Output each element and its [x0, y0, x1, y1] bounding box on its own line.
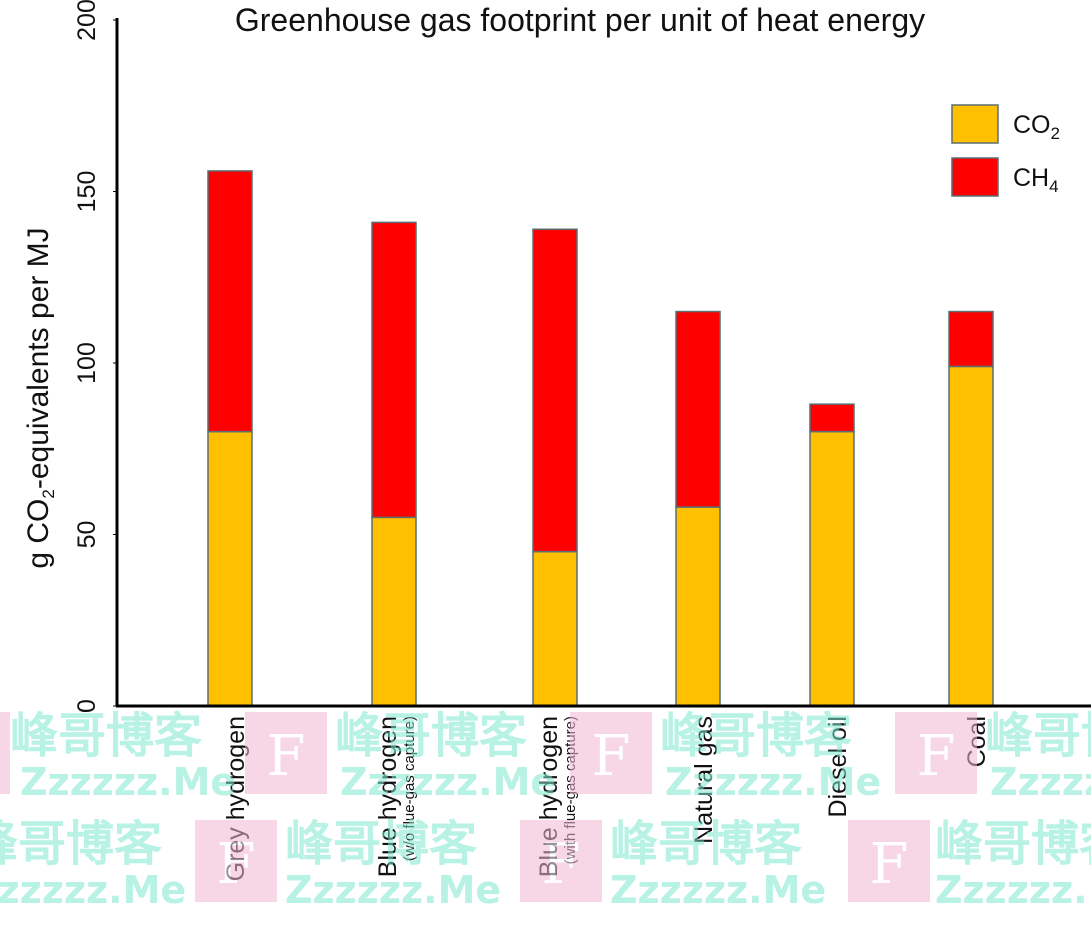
- watermark-block: [0, 712, 10, 794]
- watermark-cn: 峰哥博客: [0, 816, 162, 872]
- y-tick-label: 100: [73, 342, 101, 384]
- watermark-letter: F: [267, 724, 306, 789]
- bar-co2-0: [207, 430, 253, 707]
- y-axis-ticks: 0 50 100 150 200: [73, 0, 117, 713]
- watermark-en: Zzzzzz.Me: [0, 868, 186, 912]
- watermark-cn: 峰哥博客: [285, 816, 477, 872]
- y-tick-label: 150: [73, 171, 101, 213]
- x-tick-sublabel: (w/o flue-gas capture): [401, 716, 418, 861]
- watermark-en: Zzzzzz.Me: [990, 760, 1091, 804]
- watermark-block: [848, 820, 930, 902]
- watermark-block: [245, 712, 327, 794]
- watermark-letter: F: [917, 724, 956, 789]
- legend-swatch-ch4: [951, 157, 999, 197]
- watermark-block: [520, 820, 602, 902]
- watermark-en: Zzzzzz.Me: [935, 868, 1091, 912]
- watermark-cn: 峰哥博客: [610, 816, 802, 872]
- x-tick-label: Diesel oil: [824, 716, 852, 817]
- bar-ch4-2: [532, 228, 578, 553]
- legend-label-co2: CO2: [1013, 111, 1060, 143]
- bar-ch4-5: [948, 310, 994, 368]
- watermark-letter: F: [592, 724, 631, 789]
- watermark-block: [570, 712, 652, 794]
- x-tick-label: Natural gas: [690, 716, 718, 844]
- y-tick-label: 0: [73, 699, 101, 713]
- bar-ch4-3: [675, 310, 721, 508]
- chart-title: Greenhouse gas footprint per unit of hea…: [235, 2, 925, 38]
- watermark-en: Zzzzzz.Me: [665, 760, 881, 804]
- y-axis-label-suffix: -equivalents per MJ: [22, 227, 55, 489]
- watermark-cn: 峰哥博客: [10, 708, 202, 764]
- watermark-en: Zzzzzz.Me: [20, 760, 236, 804]
- watermark-cn: 峰哥博客: [985, 708, 1091, 764]
- y-tick-label: 200: [73, 0, 101, 41]
- watermark: F F F F F F 峰哥博客 峰哥博客 峰哥博客 峰哥博客 峰哥博客 峰哥博…: [0, 708, 1091, 912]
- watermark-letter: F: [542, 832, 581, 897]
- legend: CO2 CH4: [951, 104, 1060, 197]
- bar-co2-4: [809, 430, 855, 707]
- watermark-letter: F: [217, 832, 256, 897]
- x-tick-label: Blue hydrogen: [374, 716, 402, 877]
- watermark-block: [895, 712, 977, 794]
- bar-co2-5: [948, 365, 994, 707]
- watermark-en: Zzzzzz.Me: [285, 868, 501, 912]
- bar-ch4-1: [371, 221, 417, 519]
- watermark-block: [195, 820, 277, 902]
- bars: [207, 170, 994, 707]
- bar-co2-2: [532, 550, 578, 707]
- watermark-en: Zzzzzz.Me: [340, 760, 556, 804]
- watermark-en: Zzzzzz.Me: [610, 868, 826, 912]
- watermark-cn: 峰哥博客: [335, 708, 527, 764]
- bar-ch4-0: [207, 170, 253, 433]
- y-tick-label: 50: [73, 521, 101, 549]
- watermark-cn: 峰哥博客: [660, 708, 852, 764]
- y-axis-label-prefix: g CO: [22, 499, 55, 569]
- bar-co2-3: [675, 506, 721, 707]
- legend-swatch-co2: [951, 104, 999, 144]
- watermark-cn: 峰哥博客: [935, 816, 1091, 872]
- legend-label-ch4: CH4: [1013, 164, 1059, 196]
- bar-co2-1: [371, 516, 417, 707]
- bar-ch4-4: [809, 403, 855, 433]
- y-axis-label-sub: 2: [39, 489, 58, 498]
- watermark-letter: F: [870, 832, 909, 897]
- y-axis-label: g CO2-equivalents per MJ: [22, 227, 58, 568]
